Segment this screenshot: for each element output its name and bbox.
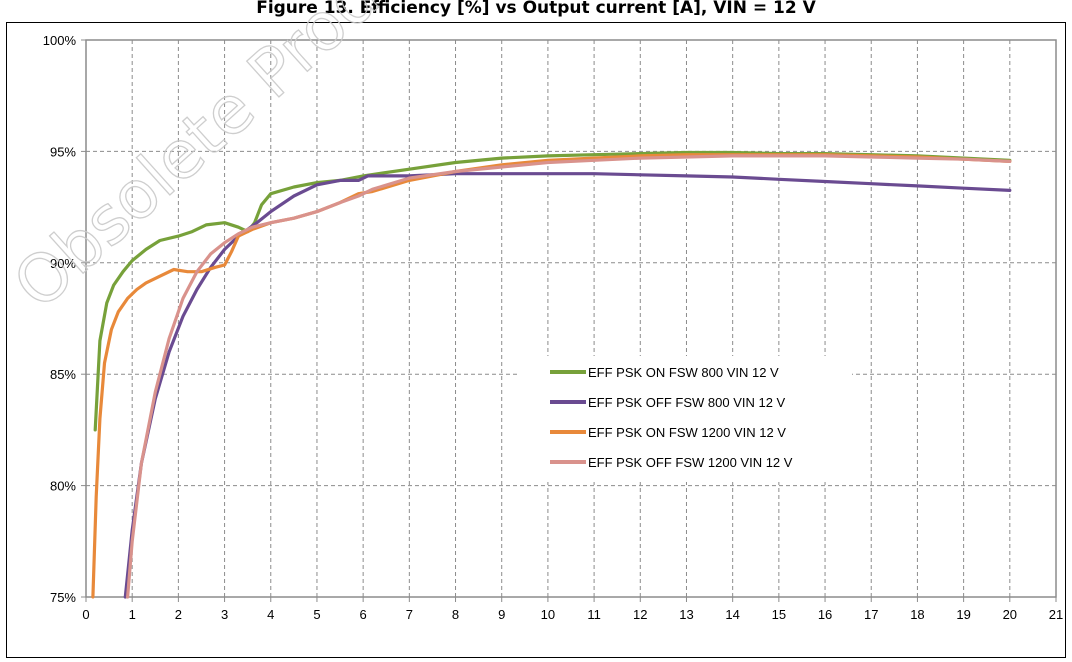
x-tick-label: 19 (956, 607, 970, 622)
x-tick-label: 20 (1003, 607, 1017, 622)
x-tick-label: 4 (267, 607, 274, 622)
x-tick-label: 13 (679, 607, 693, 622)
series-line-2 (123, 172, 1012, 599)
x-tick-label: 17 (864, 607, 878, 622)
x-tick-label: 1 (129, 607, 136, 622)
axis-layer: 0 1 2 3 4 5 6 7 8 9 10 11 12 13 14 15 16 17 18 19 20 2175%80%… (43, 33, 1063, 622)
x-tick-label: 14 (725, 607, 739, 622)
x-tick-label: 0 (82, 607, 89, 622)
series-line-4 (125, 154, 1012, 599)
y-tick-label: 85% (50, 367, 76, 382)
y-tick-label: 75% (50, 590, 76, 605)
y-tick-label: 95% (50, 144, 76, 159)
x-tick-label: 5 (313, 607, 320, 622)
plot-area-border (85, 39, 1057, 598)
legend-label-1: EFF PSK ON FSW 800 VIN 12 V (588, 365, 779, 380)
x-tick-label: 2 (175, 607, 182, 622)
x-tick-label: 7 (406, 607, 413, 622)
legend-label-4: EFF PSK OFF FSW 1200 VIN 12 V (588, 455, 793, 470)
x-tick-label: 16 (818, 607, 832, 622)
x-tick-label: 6 (360, 607, 367, 622)
legend-label-3: EFF PSK ON FSW 1200 VIN 12 V (588, 425, 786, 440)
page-title: Figure 13. Efficiency [%] vs Output curr… (256, 0, 816, 18)
chart-legend: EFF PSK ON FSW 800 VIN 12 V EFF PSK OFF F… (518, 356, 852, 482)
series-line-1 (93, 150, 1012, 432)
chart-frame (6, 22, 1066, 658)
x-tick-label: 10 (541, 607, 555, 622)
grid-layer (85, 39, 1057, 598)
y-tick-label: 90% (50, 256, 76, 271)
x-tick-label: 9 (498, 607, 505, 622)
x-tick-label: 3 (221, 607, 228, 622)
x-tick-label: 12 (633, 607, 647, 622)
x-tick-label: 21 (1049, 607, 1063, 622)
legend-label-2: EFF PSK OFF FSW 800 VIN 12 V (588, 395, 786, 410)
y-tick-label: 80% (50, 479, 76, 494)
x-tick-label: 11 (587, 607, 601, 622)
x-tick-label: 18 (910, 607, 924, 622)
y-tick-label: 100% (43, 33, 77, 48)
x-tick-label: 15 (772, 607, 786, 622)
series-layer (91, 150, 1012, 599)
x-tick-label: 8 (452, 607, 459, 622)
